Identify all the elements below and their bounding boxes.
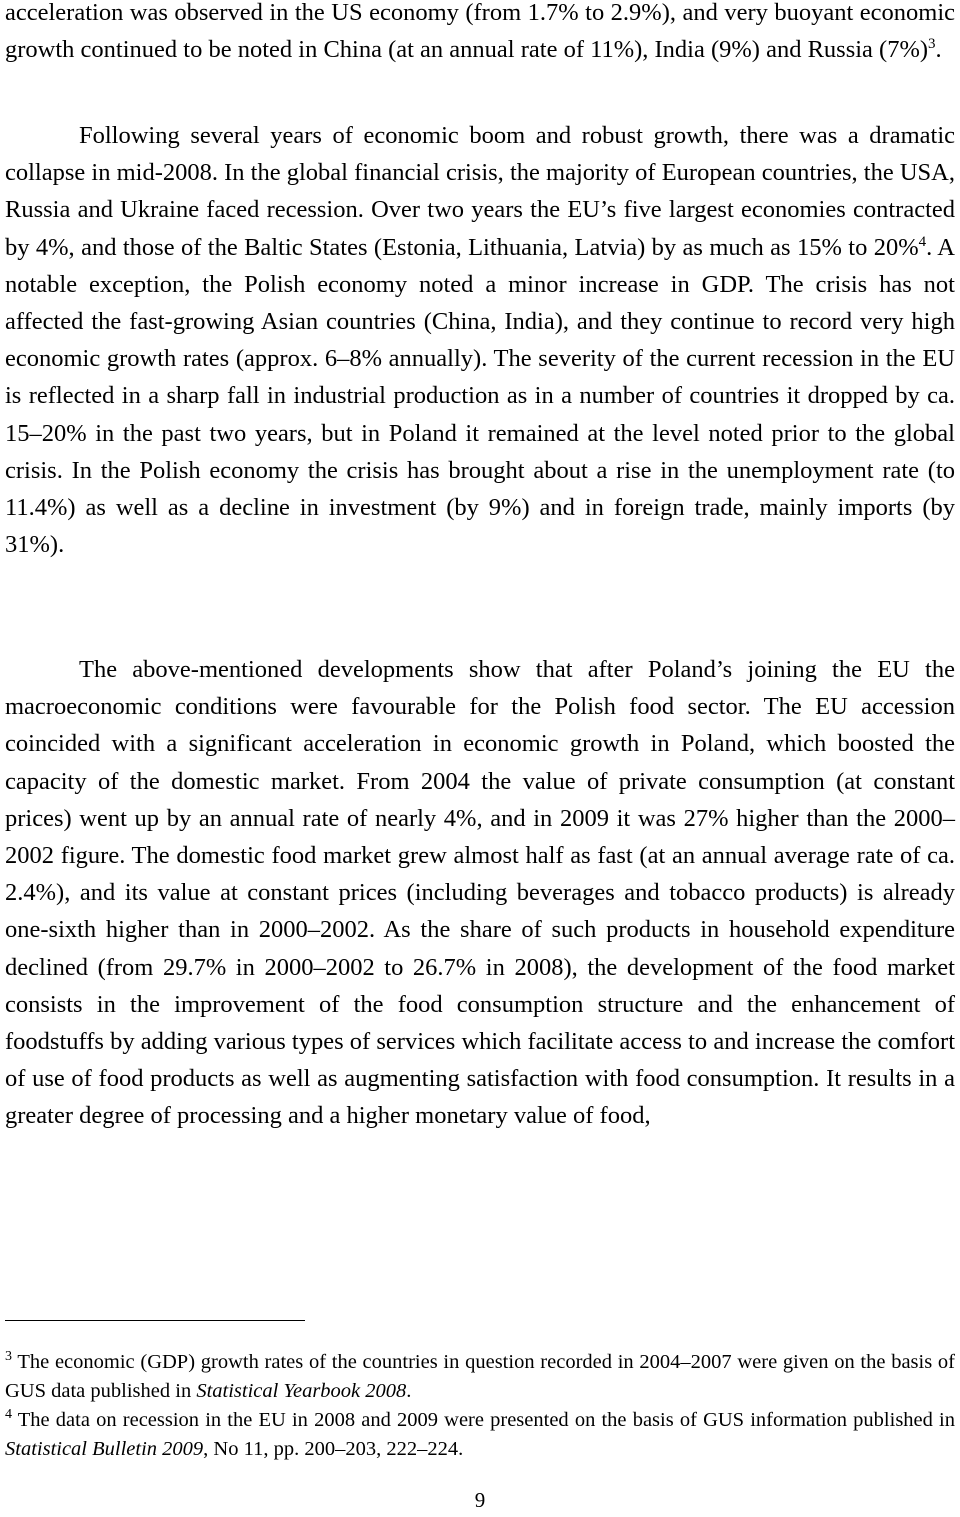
- paragraph-text: Following several years of economic boom…: [5, 122, 955, 261]
- footnote-ref-4: 4: [918, 233, 927, 250]
- paragraph-continuation: acceleration was observed in the US econ…: [5, 0, 955, 68]
- paragraph-text-end: .: [935, 36, 942, 64]
- footnote-ref-3: 3: [928, 36, 936, 53]
- footnote-number: 4: [5, 1407, 12, 1423]
- footnote-tail: , No 11, pp. 200–203, 222–224.: [203, 1438, 464, 1460]
- paragraph-crisis: Following several years of economic boom…: [5, 117, 955, 563]
- footnote-tail: .: [406, 1380, 412, 1402]
- paragraph-text-continued: . A notable exception, the Polish econom…: [5, 233, 956, 559]
- page-number: 9: [474, 1488, 486, 1512]
- footnote-source-title: Statistical Yearbook 2008: [196, 1380, 407, 1402]
- footnotes-section: 3 The economic (GDP) growth rates of the…: [5, 1348, 955, 1464]
- paragraph-text: acceleration was observed in the US econ…: [5, 0, 955, 64]
- footnote-4: 4 The data on recession in the EU in 200…: [5, 1406, 955, 1464]
- paragraph-text: The above-mentioned developments show th…: [5, 656, 955, 1130]
- footnote-text: The data on recession in the EU in 2008 …: [12, 1409, 955, 1431]
- footnote-source-title: Statistical Bulletin 2009: [5, 1438, 204, 1460]
- footnote-text: The economic (GDP) growth rates of the c…: [5, 1351, 955, 1402]
- footnote-separator: [5, 1320, 305, 1321]
- footnote-number: 3: [5, 1349, 12, 1365]
- paragraph-food-sector: The above-mentioned developments show th…: [5, 651, 955, 1135]
- footnote-3: 3 The economic (GDP) growth rates of the…: [5, 1348, 955, 1406]
